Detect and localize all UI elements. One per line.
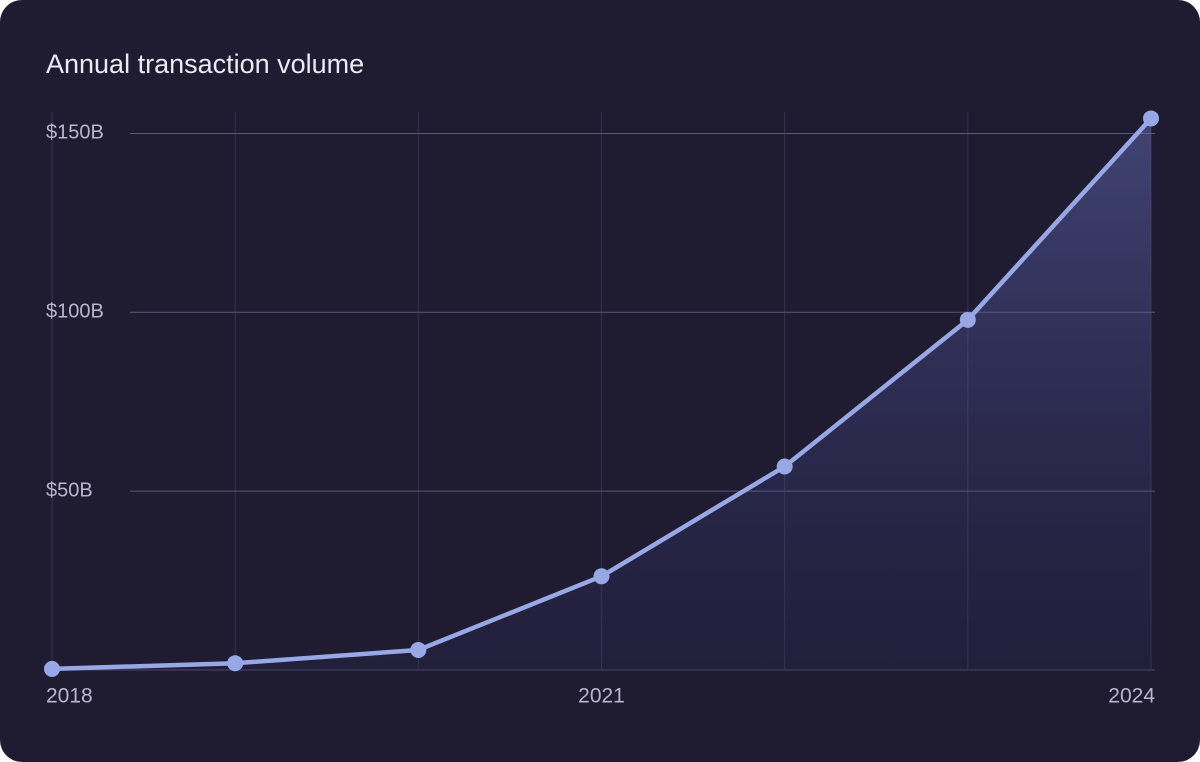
y-tick-label: $150B: [46, 122, 104, 144]
point: [776, 458, 793, 475]
y-tick-label: $50B: [46, 479, 93, 501]
x-tick-label: 2024: [1108, 685, 1155, 708]
point: [593, 568, 610, 585]
y-tick-label: $100B: [46, 301, 104, 323]
point: [44, 660, 60, 677]
point: [959, 311, 976, 328]
chart-title: Annual transaction volume: [46, 49, 364, 79]
point: [410, 641, 427, 658]
x-tick-label: 2018: [46, 685, 93, 708]
point: [1143, 110, 1159, 127]
x-tick-label: 2021: [578, 685, 625, 708]
area: [52, 118, 1151, 670]
point: [227, 655, 244, 672]
